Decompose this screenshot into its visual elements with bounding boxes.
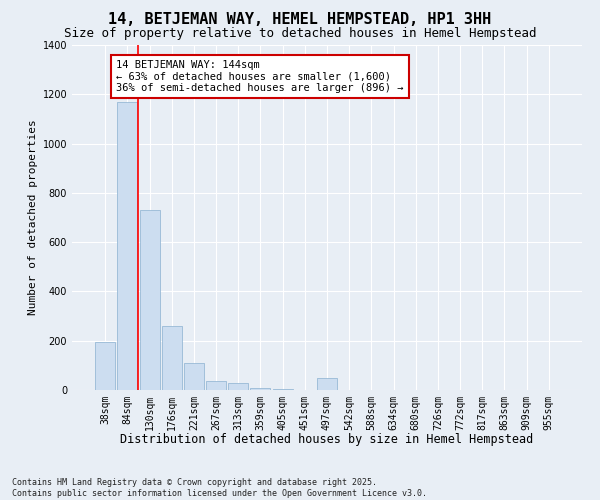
Text: 14, BETJEMAN WAY, HEMEL HEMPSTEAD, HP1 3HH: 14, BETJEMAN WAY, HEMEL HEMPSTEAD, HP1 3… (109, 12, 491, 28)
Bar (184, 363, 204, 390)
Bar (250, 388, 271, 390)
Bar (272, 389, 293, 390)
X-axis label: Distribution of detached houses by size in Hemel Hempstead: Distribution of detached houses by size … (121, 433, 533, 446)
Bar (317, 378, 337, 390)
Bar (95, 342, 115, 390)
Text: Size of property relative to detached houses in Hemel Hempstead: Size of property relative to detached ho… (64, 28, 536, 40)
Y-axis label: Number of detached properties: Number of detached properties (28, 120, 38, 316)
Text: 14 BETJEMAN WAY: 144sqm
← 63% of detached houses are smaller (1,600)
36% of semi: 14 BETJEMAN WAY: 144sqm ← 63% of detache… (116, 60, 404, 93)
Bar (140, 210, 160, 390)
Text: Contains HM Land Registry data © Crown copyright and database right 2025.
Contai: Contains HM Land Registry data © Crown c… (12, 478, 427, 498)
Bar (228, 382, 248, 390)
Bar (118, 102, 137, 390)
Bar (162, 326, 182, 390)
Bar (206, 382, 226, 390)
